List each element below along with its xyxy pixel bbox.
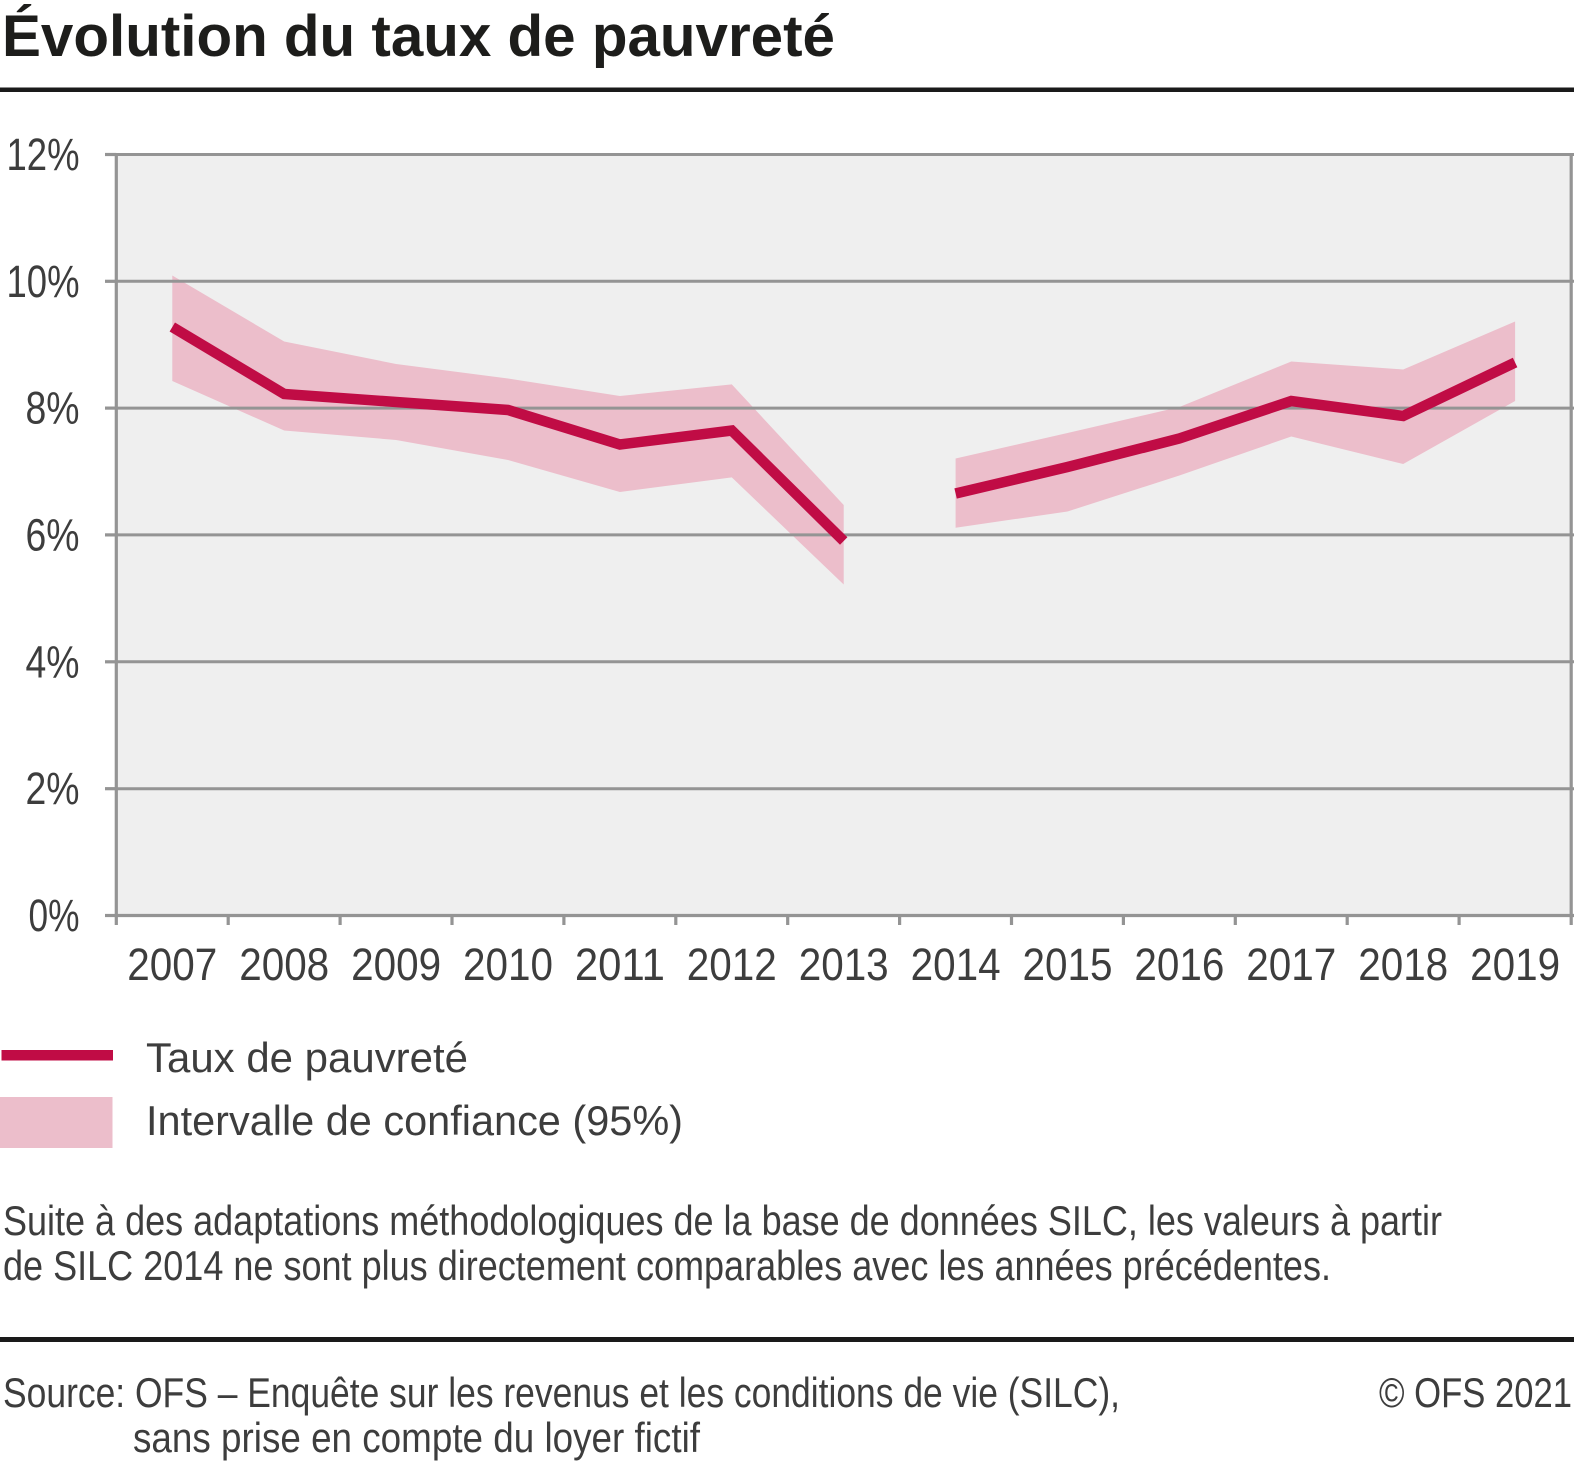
svg-text:8%: 8% — [26, 383, 80, 434]
svg-text:2013: 2013 — [799, 939, 889, 990]
svg-text:2008: 2008 — [239, 939, 329, 990]
svg-text:2019: 2019 — [1470, 939, 1560, 990]
svg-text:0%: 0% — [29, 890, 80, 941]
svg-text:2012: 2012 — [687, 939, 777, 990]
svg-text:10%: 10% — [7, 256, 80, 307]
svg-text:4%: 4% — [26, 636, 80, 687]
svg-text:sans prise en compte du loyer: sans prise en compte du loyer fictif — [133, 1414, 700, 1461]
svg-text:2017: 2017 — [1246, 939, 1336, 990]
svg-text:2010: 2010 — [463, 939, 553, 990]
svg-text:2011: 2011 — [575, 939, 665, 990]
svg-text:2018: 2018 — [1358, 939, 1448, 990]
svg-text:6%: 6% — [26, 509, 80, 560]
svg-text:2016: 2016 — [1134, 939, 1224, 990]
svg-text:Évolution du taux de pauvreté: Évolution du taux de pauvreté — [2, 4, 835, 69]
svg-text:12%: 12% — [7, 129, 80, 180]
svg-text:de SILC 2014 ne sont plus dire: de SILC 2014 ne sont plus directement co… — [3, 1242, 1331, 1289]
svg-text:2007: 2007 — [127, 939, 217, 990]
svg-text:2009: 2009 — [351, 939, 441, 990]
svg-text:Intervalle de confiance (95%): Intervalle de confiance (95%) — [146, 1097, 683, 1144]
svg-text:Source: OFS – Enquête sur les: Source: OFS – Enquête sur les revenus et… — [3, 1369, 1120, 1416]
svg-text:© OFS 2021: © OFS 2021 — [1379, 1369, 1572, 1416]
svg-text:Taux de pauvreté: Taux de pauvreté — [146, 1034, 468, 1081]
svg-text:2014: 2014 — [911, 939, 1001, 990]
svg-text:2015: 2015 — [1023, 939, 1113, 990]
svg-text:Suite à des adaptations méthod: Suite à des adaptations méthodologiques … — [3, 1197, 1442, 1244]
svg-text:2%: 2% — [26, 763, 80, 814]
